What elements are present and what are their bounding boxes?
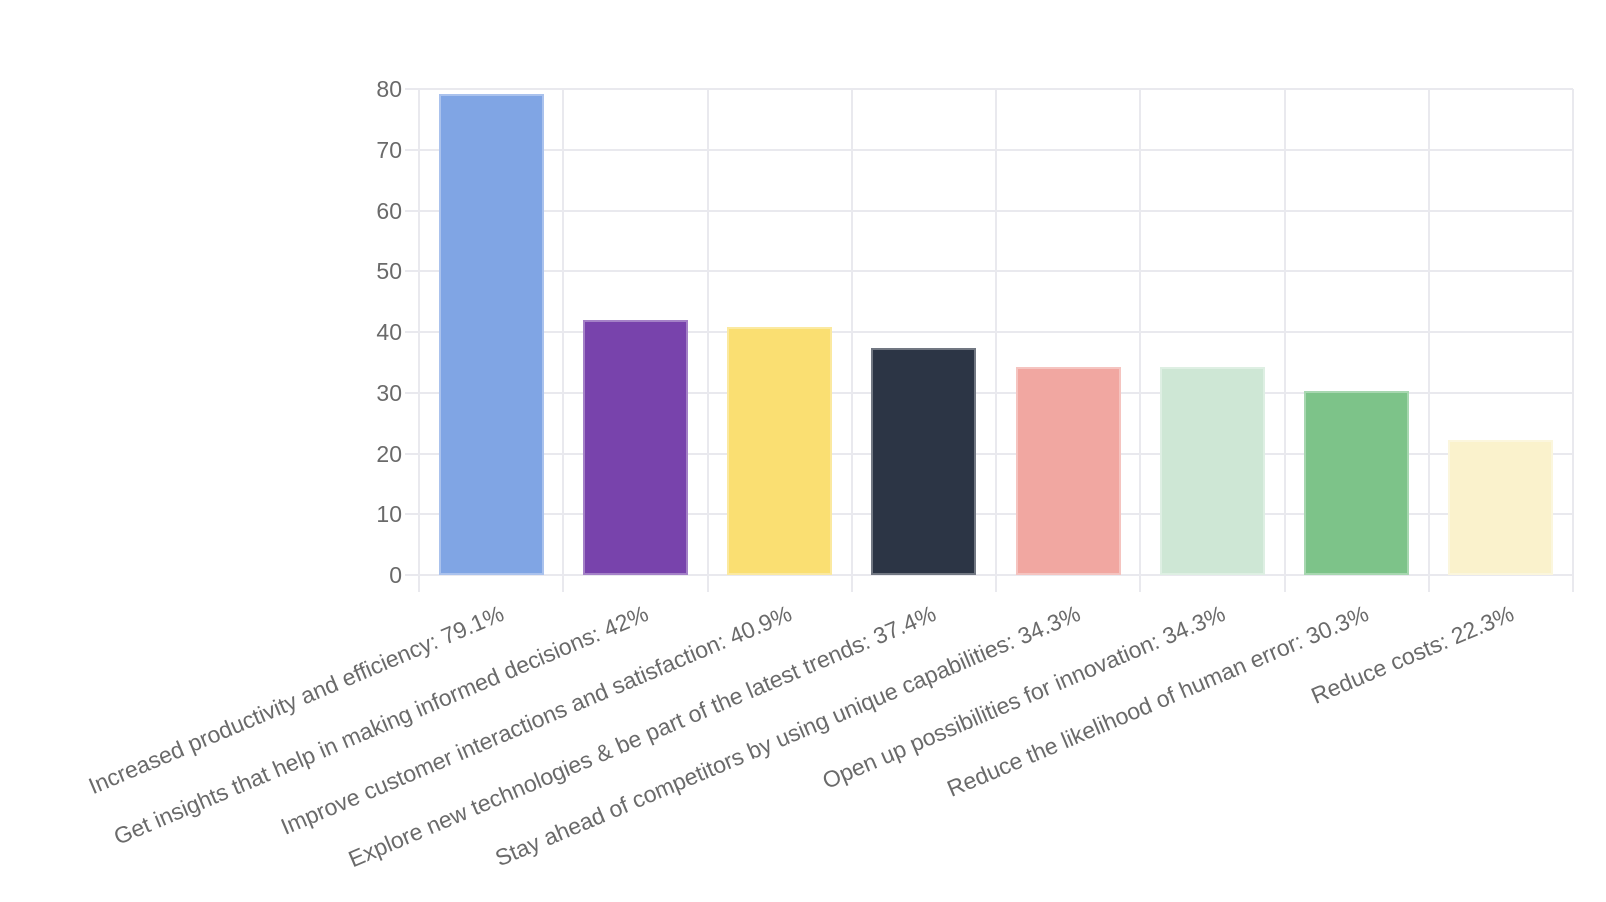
bar[interactable] xyxy=(1304,390,1410,575)
gridline-v xyxy=(418,89,420,592)
bar[interactable] xyxy=(582,319,688,575)
bar[interactable] xyxy=(727,326,833,575)
gridline-h xyxy=(405,88,1573,90)
gridline-v xyxy=(1283,89,1286,592)
bar[interactable] xyxy=(1448,439,1554,575)
bar[interactable] xyxy=(1015,366,1121,575)
gridline-v xyxy=(995,89,997,592)
y-tick-label: 30 xyxy=(376,379,402,406)
y-tick-label: 0 xyxy=(389,562,402,588)
gridline-h xyxy=(405,148,1573,151)
y-tick-label: 40 xyxy=(376,319,402,345)
gridline-v xyxy=(1572,89,1574,592)
gridline-v xyxy=(706,89,709,592)
bar[interactable] xyxy=(871,347,977,575)
gridline-h xyxy=(405,270,1573,273)
y-tick-label: 50 xyxy=(376,258,402,285)
y-tick-label: 80 xyxy=(376,76,402,102)
x-tick-label: Stay ahead of competitors by using uniqu… xyxy=(491,600,1085,872)
x-tick-label: Increased productivity and efficiency: 7… xyxy=(84,600,508,800)
gridline-v xyxy=(850,89,853,592)
x-tick-label: Reduce costs: 22.3% xyxy=(1306,600,1518,709)
x-tick-label: Open up possibilities for innovation: 34… xyxy=(818,600,1229,794)
y-tick-label: 70 xyxy=(376,136,402,163)
y-tick-label: 10 xyxy=(376,501,402,528)
y-tick-label: 60 xyxy=(376,197,402,224)
x-tick-label: Improve customer interactions and satisf… xyxy=(277,600,796,840)
gridline-v xyxy=(1427,89,1430,592)
gridline-h xyxy=(405,209,1573,212)
gridline-v xyxy=(562,89,565,592)
bar[interactable] xyxy=(1159,366,1265,575)
x-tick-label: Explore new technologies & be part of th… xyxy=(344,600,941,873)
y-tick-label: 20 xyxy=(376,440,402,467)
gridline-v xyxy=(1139,89,1142,592)
gridline-h xyxy=(405,331,1573,333)
bar[interactable] xyxy=(438,94,544,575)
x-tick-label: Reduce the likelihood of human error: 30… xyxy=(943,600,1373,802)
x-tick-label: Get insights that help in making informe… xyxy=(109,600,652,850)
